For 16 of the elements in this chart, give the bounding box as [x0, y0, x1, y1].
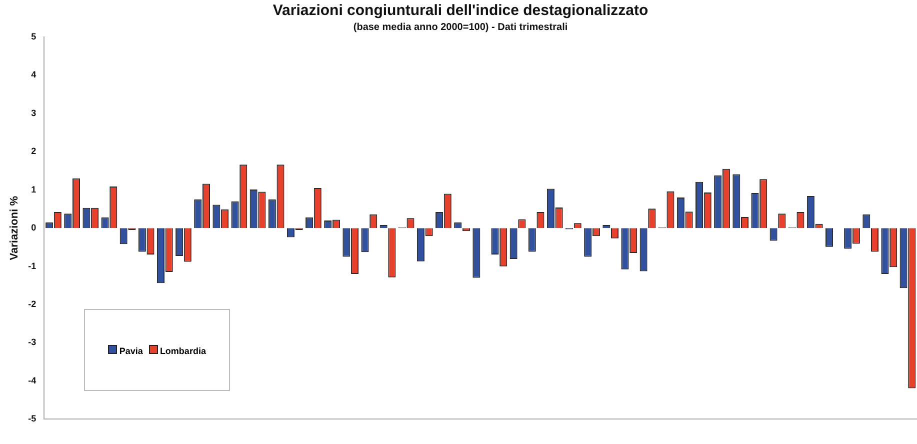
legend-label: Lombardia — [158, 344, 206, 356]
y-tick-label: 3 — [31, 108, 36, 118]
y-tick-label: 2 — [31, 146, 36, 156]
y-tick-label: -5 — [28, 414, 36, 424]
y-tick-label: 1 — [31, 184, 36, 194]
chart-subtitle: (base media anno 2000=100) - Dati trimestrali — [353, 22, 568, 33]
y-tick-label: -3 — [28, 337, 36, 348]
chart-title: Variazioni congiunturali dell'indice destagionalizzato — [272, 2, 648, 20]
y-axis-title: Variazioni % — [8, 196, 21, 260]
y-tick-label: 0 — [31, 222, 36, 233]
y-tick-label: -2 — [28, 299, 36, 310]
y-tick-label: -1 — [28, 260, 36, 271]
legend-label: Pavia — [118, 344, 143, 356]
y-tick-label: 4 — [31, 70, 36, 80]
y-tick-label: 5 — [31, 31, 36, 42]
y-tick-label: -4 — [28, 375, 36, 386]
